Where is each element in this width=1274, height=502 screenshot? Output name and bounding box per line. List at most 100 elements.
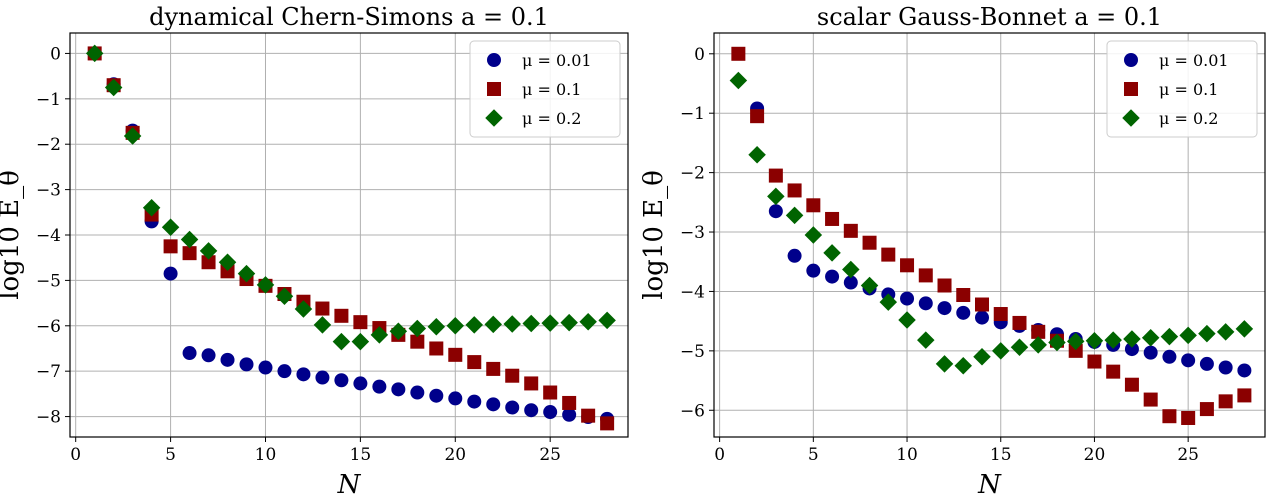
data-point (1218, 360, 1233, 375)
x-tick-label: 20 (1084, 445, 1106, 465)
data-point (729, 71, 748, 90)
x-tick-label: 0 (714, 445, 725, 465)
data-point (484, 315, 502, 334)
data-point (296, 367, 311, 382)
x-tick-label: 20 (444, 445, 466, 465)
data-point (524, 403, 539, 418)
data-point (823, 244, 841, 262)
data-point (993, 307, 1008, 322)
data-point (123, 127, 142, 145)
plot-frame (713, 32, 1266, 438)
data-point (1181, 353, 1196, 368)
y-tick-label: −7 (36, 362, 61, 382)
data-point (543, 405, 558, 420)
y-tick-label: −1 (36, 90, 61, 110)
data-point (410, 385, 425, 400)
series-2 (729, 71, 1254, 375)
data-point (1179, 326, 1197, 345)
data-point (1143, 345, 1158, 360)
legend-label: μ = 0.1 (522, 80, 581, 99)
data-point (881, 247, 896, 262)
legend-label: μ = 0.01 (1159, 51, 1229, 70)
data-point (334, 308, 349, 323)
data-point (239, 357, 254, 372)
y-tick-label: −6 (680, 401, 705, 421)
data-point (315, 301, 330, 316)
data-point (1010, 338, 1029, 357)
data-point (1124, 342, 1139, 357)
data-point (258, 360, 273, 375)
data-point (768, 204, 783, 219)
data-point (220, 264, 235, 279)
legend-marker (487, 82, 501, 96)
data-point (429, 388, 444, 403)
legend-marker (1124, 82, 1138, 96)
x-tick-label: 5 (808, 445, 819, 465)
data-point (600, 416, 615, 431)
data-point (256, 276, 275, 294)
y-tick-label: −8 (36, 408, 61, 428)
data-point (220, 352, 235, 367)
data-point (975, 297, 990, 312)
data-point (748, 146, 766, 164)
data-point (408, 319, 427, 338)
data-point (900, 291, 915, 306)
data-point (1160, 327, 1179, 346)
data-point (975, 310, 990, 325)
x-tick-label: 15 (350, 445, 372, 465)
data-point (1141, 329, 1160, 347)
data-point (163, 239, 178, 254)
data-point (898, 311, 916, 329)
legend-box (1106, 40, 1258, 138)
legend: μ = 0.01 μ = 0.1 μ = 0.2 (1106, 40, 1258, 138)
y-tick-label: −3 (680, 223, 705, 243)
data-point (277, 364, 292, 379)
data-point (1066, 332, 1085, 351)
data-point (956, 305, 971, 320)
data-point (804, 226, 823, 244)
data-point (522, 314, 540, 333)
data-point (1106, 364, 1121, 379)
data-point (1029, 336, 1047, 354)
series-2 (85, 44, 616, 351)
x-tick-label: 15 (990, 445, 1012, 465)
data-point (541, 314, 559, 332)
legend-label: μ = 0.2 (522, 109, 581, 128)
x-tick-label: 0 (70, 445, 81, 465)
data-point (917, 331, 935, 349)
data-point (598, 311, 616, 330)
data-point (935, 355, 954, 373)
data-point (806, 263, 821, 278)
data-point (973, 348, 991, 366)
data-point (879, 293, 898, 311)
y-axis-label: log10 E_θ (639, 170, 669, 300)
data-point (448, 391, 463, 406)
data-point (731, 46, 746, 61)
data-point (954, 356, 973, 375)
data-point (1181, 410, 1196, 425)
data-point (750, 109, 765, 124)
x-tick-label: 25 (1177, 445, 1199, 465)
data-point (353, 315, 368, 330)
data-point (1087, 354, 1102, 369)
y-tick-label: −2 (680, 164, 705, 184)
data-point (410, 334, 425, 349)
data-point (294, 300, 313, 318)
data-point (427, 317, 446, 336)
series-1 (731, 46, 1252, 425)
y-tick-label: −3 (36, 181, 61, 201)
data-point (579, 312, 597, 331)
y-axis-label: log10 E_θ (0, 170, 25, 300)
data-point (334, 373, 349, 388)
x-axis-label: N (337, 470, 362, 500)
data-point (937, 278, 952, 293)
data-point (180, 230, 199, 249)
data-point (1237, 363, 1252, 378)
y-tick-label: −2 (36, 135, 61, 155)
x-tick-label: 10 (896, 445, 918, 465)
data-point (1162, 349, 1177, 364)
data-point (448, 347, 463, 362)
data-point (315, 370, 330, 385)
y-tick-label: −5 (36, 271, 61, 291)
